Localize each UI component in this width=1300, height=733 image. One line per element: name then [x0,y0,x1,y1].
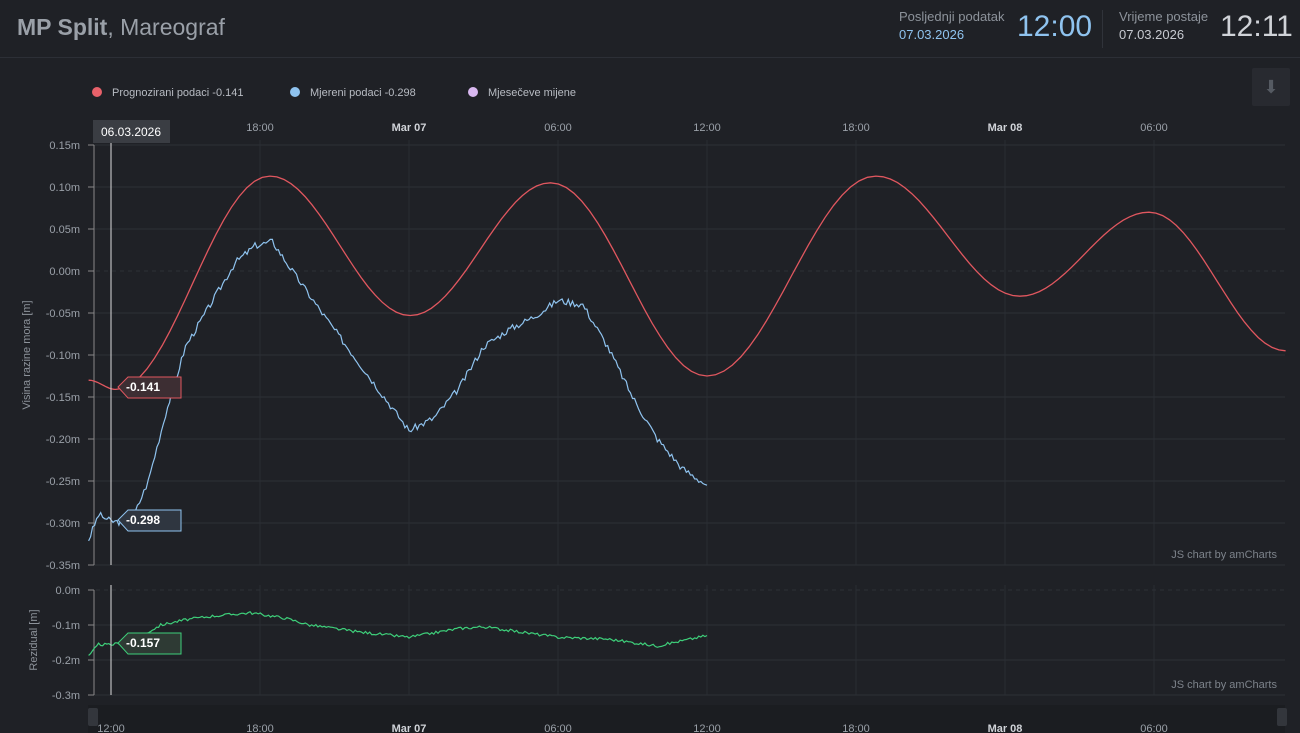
x-tick-label: 06:00 [544,723,572,733]
legend-marker [92,87,102,97]
x-tick-label: 06:00 [544,122,572,134]
x-tick-label: Mar 08 [988,122,1023,134]
x-tick-label: 06:00 [1140,122,1168,134]
last-data-date: 07.03.2026 [899,27,965,42]
y-tick-label: -0.35m [46,560,80,572]
x-tick-label: 18:00 [246,122,274,134]
station-time: Vrijeme postaje 07.03.2026 [1119,9,1208,42]
credit: JS chart by amCharts [1171,679,1277,691]
x-tick-label: 18:00 [842,122,870,134]
last-data-time: 12:00 [1017,10,1093,43]
x-tick-label: 18:00 [842,723,870,733]
series-mjereni [88,238,708,542]
header: MP Split, Mareograf Posljednji podatak 0… [0,0,1300,58]
y-tick-label: -0.25m [46,476,80,488]
series-prognozirani [88,175,1286,391]
legend-label-0: Prognozirani podaci -0.141 [112,87,243,99]
download-button[interactable]: ⬇ [1252,68,1290,106]
series-rezidual [88,610,708,656]
y-tick-label: -0.20m [46,434,80,446]
y-axis-title: Visina razine mora [m] [21,300,33,409]
station-date: 07.03.2026 [1119,27,1185,42]
y-tick-label: -0.15m [46,392,80,404]
x-tick-label: 12:00 [97,723,125,733]
x-tick-label: 06:00 [1140,723,1168,733]
y-tick-label: -0.2m [52,655,80,667]
legend-label-1: Mjereni podaci -0.298 [310,87,416,99]
scrollbar-grip [88,708,98,726]
legend-marker [468,87,478,97]
station-clock: 12:11 [1220,10,1293,43]
x-tick-label: 18:00 [246,723,274,733]
divider [1102,10,1103,48]
y-tick-label: -0.30m [46,518,80,530]
y-tick-label: 0.00m [49,266,80,278]
station-time-label: Vrijeme postaje [1119,9,1209,24]
cursor-value-mjereni: -0.298 [126,513,160,527]
y-tick-label: -0.10m [46,350,80,362]
cursor-date-box [93,120,170,143]
y-tick-label: -0.1m [52,620,80,632]
y-tick-label: -0.3m [52,690,80,702]
cursor-value-rezidual: -0.157 [126,636,160,650]
x-tick-label: Mar 08 [988,723,1023,733]
y-tick-label: 0.10m [49,182,80,194]
x-tick-label: 12:00 [693,723,721,733]
scrollbar [88,705,1285,733]
y-tick-label: 0.0m [56,585,80,597]
last-data-label: Posljednji podatak [899,9,1005,24]
scrollbar-grip [1277,708,1287,726]
download-icon: ⬇ [1263,77,1279,97]
legend-marker [290,87,300,97]
y-tick-label: -0.05m [46,308,80,320]
y-axis-title: Rezidual [m] [28,609,40,670]
cursor-value-prognozirani: -0.141 [126,380,160,394]
legend-label-2: Mjesečeve mijene [488,87,576,99]
x-tick-label: Mar 07 [392,723,427,733]
x-tick-label: Mar 07 [392,122,427,134]
station-type: , Mareograf [107,14,225,40]
x-tick-label: 12:00 [693,122,721,134]
y-tick-label: 0.05m [49,224,80,236]
station-name: MP Split [17,14,108,40]
cursor-value-prognozirani-box [117,376,182,399]
cursor-value-rezidual-box [117,632,182,655]
credit: JS chart by amCharts [1171,549,1277,561]
page-title: MP Split, Mareograf [17,14,225,41]
cursor-value-mjereni-box [117,509,182,532]
y-tick-label: 0.15m [49,140,80,152]
cursor-date: 06.03.2026 [101,125,161,139]
last-data: Posljednji podatak 07.03.2026 [899,9,1005,42]
